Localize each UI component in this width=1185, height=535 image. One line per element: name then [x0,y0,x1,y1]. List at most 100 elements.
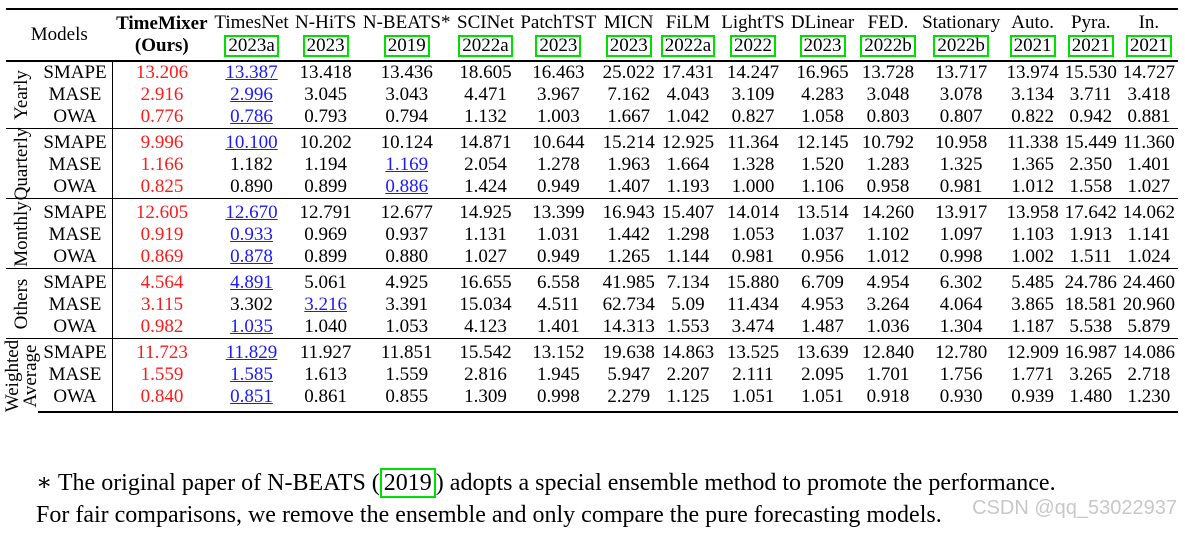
value-cell: 11.851 [359,338,455,364]
citation-year[interactable]: 2022b [933,35,989,57]
citation-year[interactable]: 2021 [1125,35,1172,57]
model-name: DLinear [790,12,855,33]
footnote-citation[interactable]: 2019 [379,468,436,498]
value-cell: 20.960 [1122,294,1176,315]
value-cell: 4.064 [939,294,983,315]
value-cell: 1.051 [718,386,788,413]
value-cell: 14.247 [726,62,780,83]
value-cell: 0.822 [1011,106,1054,127]
value-cell: 0.899 [304,176,348,197]
metric-label: SMAPE [38,268,113,294]
value-cell: 2.816 [464,364,507,385]
group-label: Others [11,278,32,329]
value-cell: 4.953 [801,294,844,315]
second-best-value-cell: 0.878 [230,246,273,267]
model-header: PatchTST 2023 [517,8,600,62]
citation-year[interactable]: 2021 [1067,35,1114,57]
value-cell: 2.350 [1069,154,1113,175]
value-cell: 1.442 [607,224,651,245]
citation-year[interactable]: 2022a [660,35,716,57]
value-cell: 5.09 [671,294,705,315]
citation-year[interactable]: 2019 [383,35,430,57]
value-cell: 1.278 [536,154,580,175]
value-cell: 16.463 [532,62,585,83]
best-value-cell: 0.982 [140,316,184,337]
model-name: Pyra. [1070,12,1111,33]
citation-year[interactable]: 2023 [799,35,846,57]
best-value-cell: 0.869 [140,246,184,267]
second-best-value-cell: 10.100 [211,128,292,154]
group-label: Monthly [11,200,32,267]
citation-year[interactable]: 2023 [302,35,349,57]
value-cell: 1.003 [536,106,580,127]
model-name: SCINet [457,12,515,33]
model-name: TimeMixer [116,12,208,34]
metric-label: OWA [38,176,113,199]
value-cell: 0.930 [918,386,1004,413]
value-cell: 15.214 [599,128,658,154]
second-best-value-cell: 11.829 [211,338,292,364]
second-best-value-cell: 0.786 [230,106,273,127]
value-cell: 0.956 [801,246,844,267]
best-value-cell: 13.206 [135,62,189,83]
second-best-value-cell: 1.585 [230,364,273,385]
value-cell: 0.939 [1003,386,1062,413]
value-cell: 0.981 [731,246,775,267]
value-cell: 1.036 [866,316,910,337]
best-value-cell: 1.166 [140,154,184,175]
metric-label: SMAPE [38,128,113,154]
value-cell: 1.051 [787,386,858,413]
citation-year[interactable]: 2022a [458,35,513,57]
value-cell: 14.863 [657,338,719,364]
value-cell: 13.525 [718,338,788,364]
value-cell: 11.360 [1119,128,1178,154]
value-cell: 0.998 [517,386,600,413]
model-header: MICN 2023 [599,8,658,62]
value-cell: 13.728 [861,62,915,83]
value-cell: 1.027 [464,246,507,267]
model-header: Stationary 2022b [918,8,1004,62]
value-cell: 0.958 [866,176,910,197]
value-cell: 13.514 [787,198,858,224]
metric-label: MASE [38,154,113,176]
model-header: SCINet 2022a [454,8,518,62]
value-cell: 0.949 [536,246,580,267]
group-label-cell: Monthly [6,198,38,269]
citation-year[interactable]: 2022b [860,35,916,57]
metric-label: MASE [38,364,113,386]
value-cell: 15.407 [657,198,719,224]
value-cell: 1.309 [454,386,518,413]
models-header: Models [6,8,113,62]
citation-year[interactable]: 2023 [535,35,582,57]
value-cell: 5.485 [1003,268,1062,294]
best-value-cell: 0.825 [140,176,184,197]
value-cell: 17.642 [1061,198,1120,224]
second-best-value-cell: 0.933 [230,224,273,245]
value-cell: 1.097 [939,224,983,245]
value-cell: 1.193 [666,176,710,197]
value-cell: 14.727 [1122,62,1176,83]
citation-year[interactable]: 2021 [1009,35,1056,57]
value-cell: 11.364 [718,128,788,154]
model-header: TimeMixer (Ours) [112,8,212,62]
value-cell: 13.974 [1006,62,1059,83]
value-cell: 1.132 [464,106,507,127]
citation-year[interactable]: 2022 [729,35,776,57]
second-best-value-cell: 0.851 [211,386,292,413]
value-cell: 0.861 [291,386,360,413]
value-cell: 13.717 [935,62,988,83]
value-cell: 0.899 [304,246,348,267]
value-cell: 0.794 [385,106,429,127]
citation-year[interactable]: 2023 [605,35,652,57]
value-cell: 16.943 [599,198,658,224]
value-cell: 4.511 [537,294,580,315]
group-label: Yearly [11,70,32,120]
value-cell: 1.559 [385,364,429,385]
model-name: FiLM [665,12,711,33]
model-name: Auto. [1011,12,1054,33]
citation-year[interactable]: 2023a [224,35,279,57]
value-cell: 16.965 [796,62,849,83]
value-cell: 0.827 [731,106,775,127]
value-cell: 1.304 [939,316,983,337]
value-cell: 0.918 [857,386,919,413]
